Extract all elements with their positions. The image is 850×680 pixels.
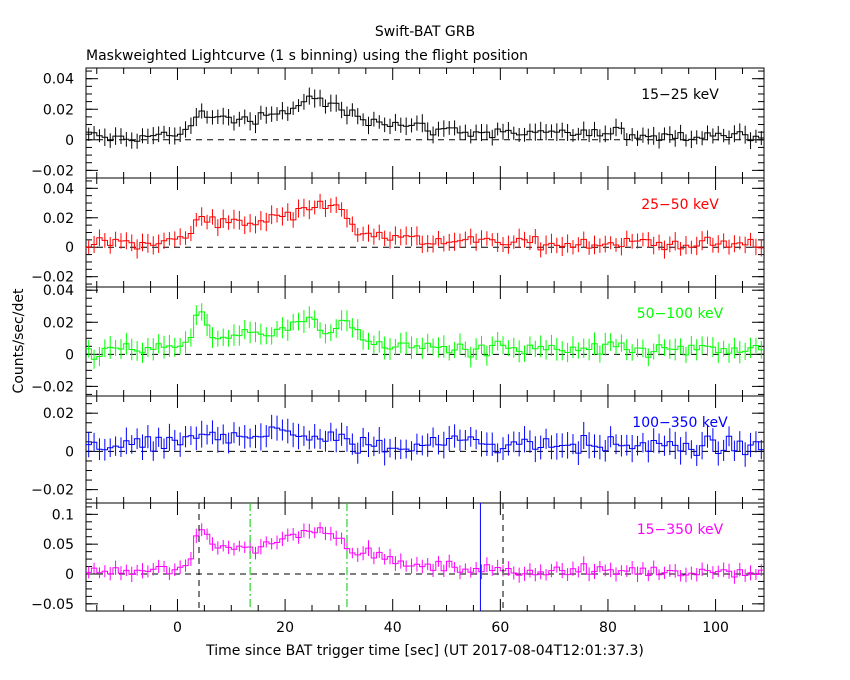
y-tick-label: 0.04 [43,72,74,88]
y-tick-label: 0.02 [43,211,74,227]
energy-band-label: 100−350 keV [632,415,728,431]
series-line [86,95,764,142]
energy-band-label: 25−50 keV [641,197,719,213]
y-tick-label: 0 [65,567,74,583]
chart-title: Swift-BAT GRB [375,24,475,40]
panel-frame [85,502,765,612]
x-tick-label: 0 [173,620,182,636]
y-tick-label: 0.1 [52,507,74,523]
y-tick-label: 0 [65,240,74,256]
x-tick-label: 20 [276,620,294,636]
y-axis-label: Counts/sec/det [11,288,27,393]
y-tick-label: −0.02 [31,379,74,395]
panel-frame [85,177,765,288]
series-line [86,426,764,456]
y-tick-label: 0 [65,133,74,149]
panel-4: −0.02 0 0.02 100−350 keV [31,395,765,504]
x-tick-label: 80 [599,620,617,636]
panel-frame [85,395,765,504]
y-tick-label: 0.02 [43,406,74,422]
panels-group: −0.02 0 0.02 0.04 15−25 keV −0.02 0 0.02 0.04 25−… [31,67,765,636]
x-axis-label: Time since BAT trigger time [sec] (UT 20… [205,643,644,659]
y-tick-label: −0.02 [31,270,74,286]
panel-5: −0.05 0 0.05 0.1 15−350 keV [31,502,765,613]
panel-3: −0.02 0 0.02 0.04 50−100 keV [31,283,765,397]
panel-1: −0.02 0 0.02 0.04 15−25 keV [31,67,765,179]
x-tick-label: 100 [702,620,729,636]
energy-band-label: 15−25 keV [641,87,719,103]
energy-band-label: 50−100 keV [637,306,724,322]
y-tick-label: 0.02 [43,315,74,331]
x-tick-label: 40 [384,620,402,636]
energy-band-label: 15−350 keV [637,522,724,538]
y-tick-label: −0.05 [31,597,74,613]
y-tick-label: −0.02 [31,163,74,179]
x-tick-label: 60 [491,620,509,636]
panel-2: −0.02 0 0.02 0.04 25−50 keV [31,177,765,288]
series-line [86,527,764,578]
y-tick-label: 0.04 [43,283,74,299]
y-tick-label: 0 [65,347,74,363]
y-tick-label: −0.02 [31,483,74,499]
chart-subtitle: Maskweighted Lightcurve (1 s binning) us… [86,48,528,64]
y-tick-label: 0.05 [43,537,74,553]
series-line [86,200,764,251]
y-tick-label: 0.04 [43,181,74,197]
series-line [86,311,764,360]
y-tick-label: 0.02 [43,102,74,118]
y-tick-label: 0 [65,444,74,460]
